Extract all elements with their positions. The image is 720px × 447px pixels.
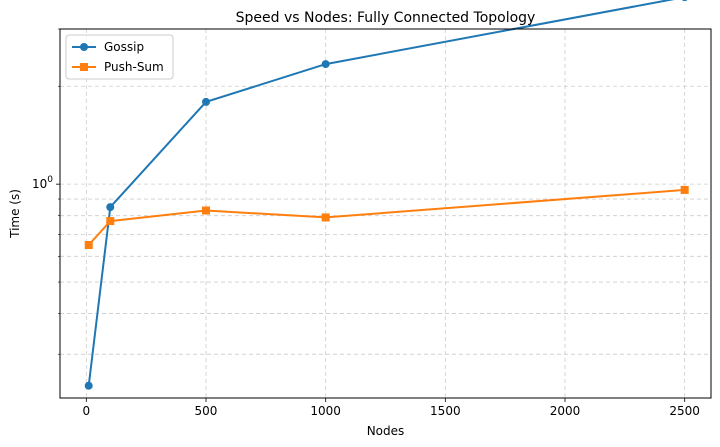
push-sum-point xyxy=(680,185,689,194)
gossip-point xyxy=(84,381,93,390)
push-sum-point xyxy=(201,206,210,215)
legend: Gossip Push-Sum xyxy=(65,34,174,80)
plot-frame xyxy=(59,28,712,399)
chart-title: Speed vs Nodes: Fully Connected Topology xyxy=(236,10,536,26)
x-ticks: 0 500 1000 1500 2000 2500 xyxy=(83,398,700,418)
x-axis-label: Nodes xyxy=(367,424,405,438)
x-tick-label: 0 xyxy=(83,404,91,418)
series-group xyxy=(84,0,689,390)
gossip-point xyxy=(681,0,688,2)
y-axis-label: Time (s) xyxy=(8,189,22,239)
x-tick-label: 2500 xyxy=(669,404,700,418)
gossip-point xyxy=(201,97,210,106)
legend-push-sum-label: Push-Sum xyxy=(104,60,164,74)
push-sum-line xyxy=(87,188,685,246)
x-tick-label: 1000 xyxy=(310,404,341,418)
x-tick-label: 1500 xyxy=(430,404,461,418)
gossip-point xyxy=(321,60,330,69)
x-tick-label: 2000 xyxy=(550,404,581,418)
y-tick-exponent: 0 xyxy=(47,175,53,185)
legend-gossip-label: Gossip xyxy=(104,40,144,54)
legend-gossip-marker xyxy=(80,43,88,51)
legend-push-sum-marker xyxy=(80,63,88,71)
gossip-line xyxy=(87,0,675,386)
push-sum-point xyxy=(106,217,115,226)
x-tick-label: 500 xyxy=(195,404,218,418)
gossip-point xyxy=(106,203,115,212)
push-sum-point xyxy=(321,213,330,222)
y-tick-label: 100 xyxy=(32,175,53,191)
push-sum-point xyxy=(84,240,93,249)
y-ticks: 100 xyxy=(32,28,60,355)
